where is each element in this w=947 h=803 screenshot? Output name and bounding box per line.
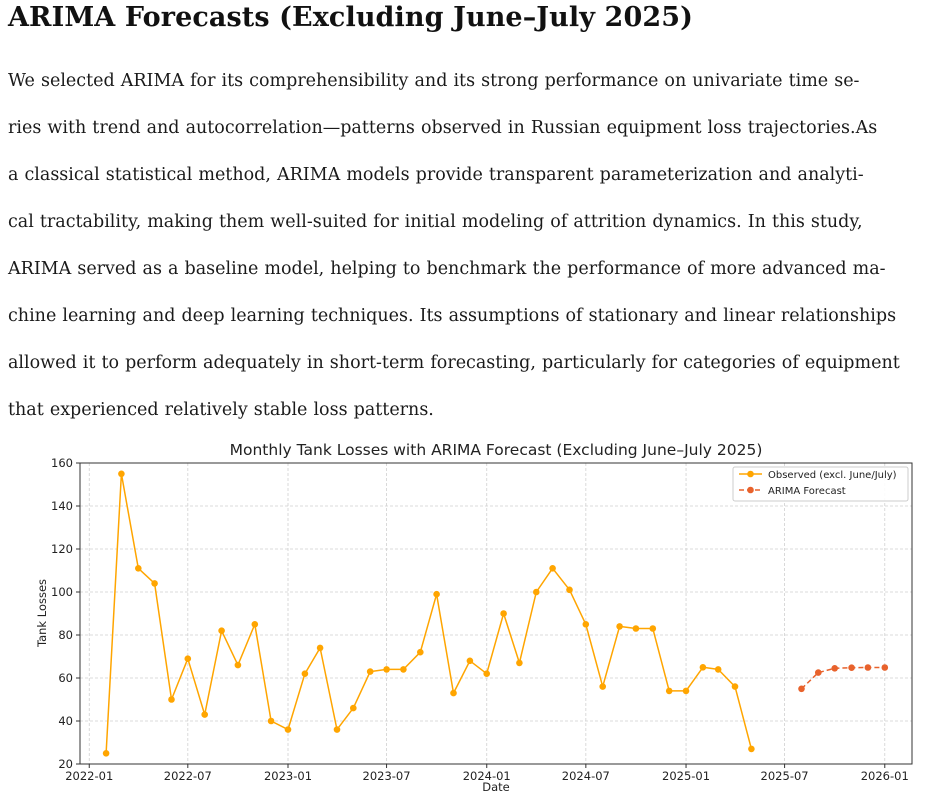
- paragraph-line: ries with trend and autocorrelation—patt…: [8, 118, 878, 138]
- legend-label-forecast: ARIMA Forecast: [768, 486, 846, 497]
- forecast-point: [881, 664, 889, 671]
- legend-key-forecast-marker: [747, 486, 754, 494]
- y-tick-label: 60: [58, 671, 73, 685]
- observed-point: [582, 621, 590, 628]
- observed-point: [267, 717, 275, 725]
- observed-point: [400, 666, 407, 673]
- paragraph-line: cal tractability, making them well-suite…: [8, 212, 863, 232]
- observed-point: [500, 610, 507, 617]
- observed-point: [699, 664, 707, 671]
- x-tick-label: 2023-01: [264, 769, 312, 783]
- observed-point: [533, 588, 540, 596]
- observed-line: [105, 473, 753, 754]
- observed-point: [333, 726, 341, 733]
- observed-point: [218, 627, 225, 634]
- observed-point: [665, 687, 673, 695]
- observed-point: [466, 657, 474, 665]
- observed-point: [301, 670, 309, 677]
- observed-point: [649, 625, 657, 632]
- y-tick-label: 100: [51, 585, 73, 599]
- paragraph-line: a classical statistical method, ARIMA mo…: [8, 165, 864, 185]
- observed-point: [118, 470, 125, 478]
- axes: 2022-01 2022-07 2023-01 2023-07 2024-01 2024-…: [51, 456, 909, 783]
- chart-figure: Monthly Tank Losses with ARIMA Forecast …: [0, 432, 947, 798]
- observed-point: [284, 726, 292, 733]
- observed-point: [516, 659, 523, 667]
- observed-point: [566, 586, 573, 594]
- observed-point: [616, 623, 623, 630]
- observed-point: [731, 683, 739, 690]
- x-tick-label: 2023-07: [363, 769, 411, 783]
- observed-point: [201, 711, 208, 718]
- y-tick-label: 160: [51, 456, 73, 470]
- observed-point: [682, 687, 690, 695]
- observed-point: [632, 625, 640, 632]
- legend-key-observed-marker: [747, 470, 754, 478]
- grid: [80, 462, 912, 765]
- y-axis-label: Tank Losses: [35, 579, 49, 648]
- observed-point: [135, 565, 142, 572]
- observed-point: [234, 661, 242, 669]
- observed-point: [433, 590, 440, 598]
- observed-point: [549, 565, 556, 572]
- observed-point: [417, 648, 424, 656]
- forecast-point: [798, 685, 805, 693]
- plot-frame: [79, 462, 913, 765]
- observed-point: [714, 666, 722, 673]
- chart-title: Monthly Tank Losses with ARIMA Forecast …: [230, 441, 763, 459]
- x-tick-label: 2024-07: [562, 769, 610, 783]
- observed-point: [366, 668, 374, 675]
- y-tick-label: 80: [58, 628, 73, 642]
- y-tick-label: 120: [51, 542, 73, 556]
- forecast-point: [815, 669, 822, 676]
- observed-point: [748, 745, 755, 753]
- forecast-point: [848, 664, 855, 671]
- chart-legend: Observed (excl. June/July) ARIMA Forecas…: [732, 466, 909, 502]
- plot-series: [102, 470, 889, 757]
- x-tick-label: 2022-01: [65, 769, 113, 783]
- section-heading: ARIMA Forecasts (Excluding June–July 202…: [8, 2, 693, 33]
- x-tick-label: 2022-07: [164, 769, 212, 783]
- paragraph-line: that experienced relatively stable loss …: [8, 400, 434, 420]
- x-axis-label: Date: [482, 780, 510, 794]
- paragraph-line: We selected ARIMA for its comprehensibil…: [8, 71, 860, 91]
- observed-point: [168, 696, 175, 703]
- x-tick-label: 2025-01: [662, 769, 710, 783]
- observed-point: [251, 621, 259, 628]
- x-tick-label: 2025-07: [761, 769, 809, 783]
- paragraph-line: allowed it to perform adequately in shor…: [8, 353, 900, 373]
- legend-label-observed: Observed (excl. June/July): [768, 470, 897, 481]
- y-tick-label: 140: [51, 499, 73, 513]
- observed-point: [151, 580, 158, 587]
- observed-point: [316, 644, 324, 652]
- paragraph-line: ARIMA served as a baseline model, helpin…: [8, 259, 886, 279]
- legend-box: [732, 466, 909, 502]
- observed-point: [450, 689, 457, 697]
- observed-point: [599, 683, 606, 690]
- observed-point: [383, 666, 390, 673]
- observed-point: [102, 750, 110, 757]
- x-tick-label: 2024-01: [463, 769, 511, 783]
- forecast-point: [831, 665, 838, 672]
- x-tick-label: 2026-01: [861, 769, 909, 783]
- forecast-point: [864, 664, 872, 671]
- observed-point: [184, 655, 192, 662]
- y-tick-label: 40: [58, 714, 73, 728]
- body-paragraph: We selected ARIMA for its comprehensibil…: [8, 61, 940, 437]
- y-tick-label: 20: [58, 757, 73, 771]
- paragraph-line: chine learning and deep learning techniq…: [8, 306, 897, 326]
- observed-point: [350, 704, 357, 712]
- observed-point: [483, 670, 491, 677]
- tank-losses-chart: Monthly Tank Losses with ARIMA Forecast …: [35, 441, 913, 794]
